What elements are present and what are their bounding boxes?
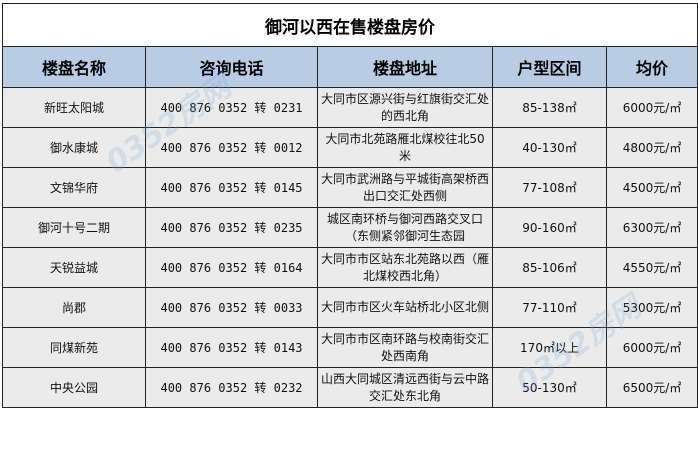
table-row: 中央公园 400 876 0352 转 0232 山西大同城区清远西街与云中路交汇处…	[2, 367, 698, 408]
header-area: 户型区间	[492, 46, 607, 88]
cell-area: 85-106㎡	[492, 247, 607, 288]
cell-area: 40-130㎡	[492, 127, 607, 168]
cell-address: 大同市市区火车站桥北小区北侧	[317, 287, 493, 328]
table-row: 文锦华府 400 876 0352 转 0145 大同市武洲路与平城街高架桥西出口交…	[2, 167, 698, 208]
cell-address: 山西大同城区清远西街与云中路交汇处东北角	[317, 367, 493, 408]
table-row: 同煤新苑 400 876 0352 转 0143 大同市市区南环路与校南街交汇处西南…	[2, 327, 698, 368]
cell-area: 50-130㎡	[492, 367, 607, 408]
cell-area: 77-110㎡	[492, 287, 607, 328]
cell-name: 御河十号二期	[2, 207, 146, 248]
table-row: 新旺太阳城 400 876 0352 转 0231 大同市区源兴街与红旗街交汇处的西…	[2, 87, 698, 128]
cell-price: 4500元/㎡	[605, 167, 698, 208]
header-address: 楼盘地址	[317, 46, 493, 88]
cell-price: 6300元/㎡	[605, 207, 698, 248]
cell-area: 85-138㎡	[492, 87, 607, 128]
table-row: 御水康城 400 876 0352 转 0012 大同市北苑路雁北煤校往北50米 40…	[2, 127, 698, 168]
cell-address: 大同市市区站东北苑路以西（雁北煤校西北角）	[317, 247, 493, 288]
cell-phone: 400 876 0352 转 0033	[145, 287, 318, 328]
cell-price: 4800元/㎡	[605, 127, 698, 168]
cell-phone: 400 876 0352 转 0232	[145, 367, 318, 408]
price-table: 御河以西在售楼盘房价 楼盘名称 咨询电话 楼盘地址 户型区间 均价 新旺太阳城 4…	[1, 3, 698, 408]
cell-phone: 400 876 0352 转 0231	[145, 87, 318, 128]
cell-address: 大同市区源兴街与红旗街交汇处的西北角	[317, 87, 493, 128]
table-row: 天锐益城 400 876 0352 转 0164 大同市市区站东北苑路以西（雁北煤校…	[2, 247, 698, 288]
cell-phone: 400 876 0352 转 0235	[145, 207, 318, 248]
cell-area: 170㎡以上	[492, 327, 607, 368]
cell-area: 77-108㎡	[492, 167, 607, 208]
cell-name: 中央公园	[2, 367, 146, 408]
cell-phone: 400 876 0352 转 0012	[145, 127, 318, 168]
cell-address: 大同市北苑路雁北煤校往北50米	[317, 127, 493, 168]
cell-price: 6000元/㎡	[605, 87, 698, 128]
cell-name: 尚郡	[2, 287, 146, 328]
table-row: 御河十号二期 400 876 0352 转 0235 城区南环桥与御河西路交叉口（东…	[2, 207, 698, 248]
cell-area: 90-160㎡	[492, 207, 607, 248]
cell-name: 新旺太阳城	[2, 87, 146, 128]
cell-name: 同煤新苑	[2, 327, 146, 368]
cell-address: 大同市市区南环路与校南街交汇处西南角	[317, 327, 493, 368]
header-price: 均价	[605, 46, 698, 88]
cell-phone: 400 876 0352 转 0143	[145, 327, 318, 368]
cell-phone: 400 876 0352 转 0145	[145, 167, 318, 208]
cell-name: 御水康城	[2, 127, 146, 168]
cell-name: 文锦华府	[2, 167, 146, 208]
cell-price: 5300元/㎡	[605, 287, 698, 328]
cell-phone: 400 876 0352 转 0164	[145, 247, 318, 288]
cell-name: 天锐益城	[2, 247, 146, 288]
table-row: 尚郡 400 876 0352 转 0033 大同市市区火车站桥北小区北侧 77-11…	[2, 287, 698, 328]
cell-address: 城区南环桥与御河西路交叉口（东侧紧邻御河生态园	[317, 207, 493, 248]
cell-price: 4550元/㎡	[605, 247, 698, 288]
table-title: 御河以西在售楼盘房价	[1, 3, 698, 47]
cell-price: 6500元/㎡	[605, 367, 698, 408]
cell-price: 6000元/㎡	[605, 327, 698, 368]
cell-address: 大同市武洲路与平城街高架桥西出口交汇处西侧	[317, 167, 493, 208]
header-phone: 咨询电话	[145, 46, 318, 88]
header-name: 楼盘名称	[2, 46, 146, 88]
